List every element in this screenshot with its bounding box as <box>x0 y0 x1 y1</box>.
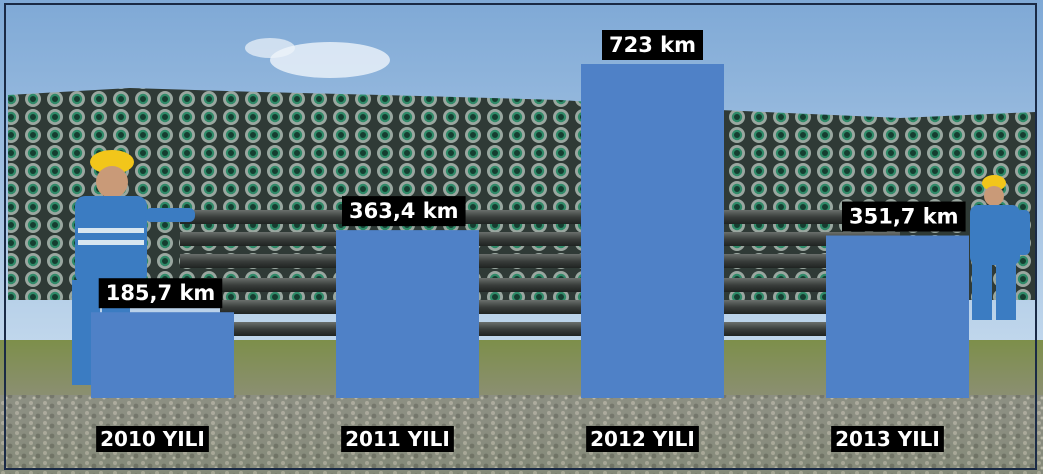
data-label-text: 363,4 km <box>349 199 459 223</box>
category-label-text: 2011 YILI <box>345 427 450 451</box>
worker-right <box>970 175 1030 320</box>
category-label-text: 2010 YILI <box>100 427 205 451</box>
data-label-1: 185,7 km <box>98 278 223 309</box>
category-label-text: 2012 YILI <box>590 427 695 451</box>
bar-2010-yili <box>91 312 234 398</box>
bar-2013-yili <box>826 235 969 398</box>
category-label-4: 2013 YILI <box>831 426 944 452</box>
data-label-text: 723 km <box>609 33 696 57</box>
category-label-1: 2010 YILI <box>96 426 209 452</box>
category-label-text: 2013 YILI <box>835 427 940 451</box>
data-label-4: 351,7 km <box>842 201 966 232</box>
bar-2011-yili <box>336 230 479 398</box>
data-label-text: 185,7 km <box>106 281 216 305</box>
category-label-3: 2012 YILI <box>586 426 699 452</box>
data-label-text: 351,7 km <box>849 205 959 229</box>
category-label-2: 2011 YILI <box>341 426 454 452</box>
bar-2012-yili <box>581 64 724 398</box>
data-label-3: 723 km <box>602 30 703 60</box>
data-label-2: 363,4 km <box>342 196 466 227</box>
